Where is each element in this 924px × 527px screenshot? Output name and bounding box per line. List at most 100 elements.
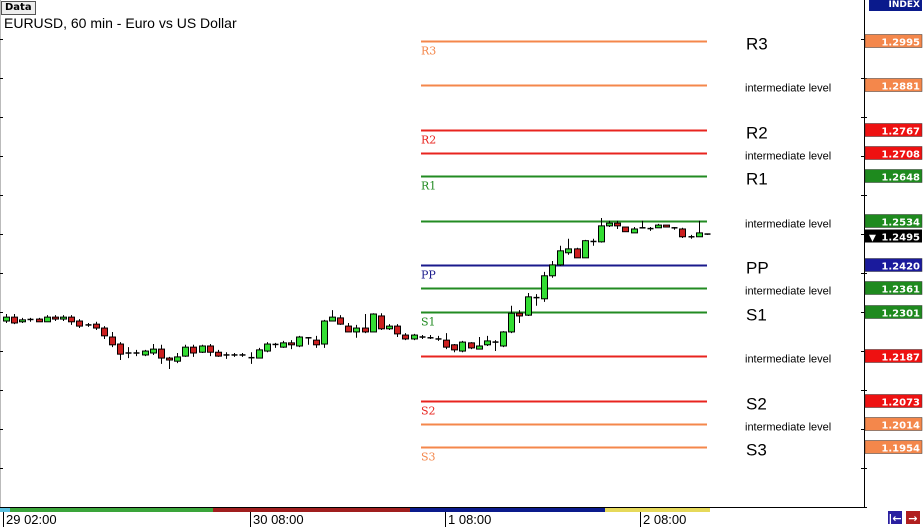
price-tag-text: 1.2648 — [881, 173, 920, 184]
price-tag: 1.2648 — [864, 169, 923, 184]
price-tag-bg — [864, 440, 923, 454]
pivot-left-label: S3 — [421, 451, 436, 464]
candle — [443, 333, 450, 350]
pivot-right-label: intermediate level — [745, 354, 831, 366]
candle — [60, 315, 67, 322]
price-tag-text: 1.2301 — [881, 309, 920, 320]
session-bar-segment — [213, 508, 410, 512]
price-tag-text: 1.2708 — [881, 150, 920, 161]
candle-body — [19, 319, 26, 323]
price-tag-text: 1.2187 — [881, 353, 920, 364]
candle-body — [280, 342, 287, 348]
candle — [109, 331, 116, 348]
price-tag-text: 1.1954 — [881, 444, 920, 455]
candle-body — [329, 316, 336, 322]
candle — [565, 238, 572, 255]
candle — [248, 352, 255, 364]
candle — [663, 224, 670, 228]
chart-title: EURUSD, 60 min - Euro vs US Dollar — [4, 15, 237, 31]
candle — [476, 337, 483, 350]
candle — [590, 238, 597, 246]
pivot-left-label: R1 — [421, 180, 436, 193]
candle — [288, 340, 295, 350]
candle-body — [443, 339, 450, 348]
price-tag: 1.2014 — [864, 417, 923, 432]
candle — [394, 324, 401, 338]
price-tag-bg — [864, 34, 923, 48]
candle — [631, 227, 638, 234]
price-tag-bg — [864, 123, 923, 137]
candle — [468, 342, 475, 350]
pivot-right-label: S3 — [746, 441, 767, 460]
price-tag-text: 1.2014 — [881, 421, 920, 432]
candle — [345, 322, 352, 333]
jump-to-start-icon[interactable]: |← — [887, 510, 903, 525]
candle — [329, 310, 336, 322]
pivot-right-label: R3 — [746, 35, 768, 54]
last-price-tag — [865, 229, 922, 243]
candle-body — [142, 350, 149, 356]
candle — [459, 340, 466, 353]
price-tag: 1.2420 — [864, 258, 923, 273]
candle — [321, 319, 328, 348]
candle-body — [508, 312, 515, 333]
candle — [239, 353, 246, 357]
candle-body — [60, 316, 67, 320]
session-bar-segment — [605, 508, 710, 512]
candle — [362, 314, 369, 334]
pivot-left-label: R2 — [421, 134, 436, 147]
last-price-marker-icon: ▼ — [869, 234, 876, 244]
pivot-right-label: intermediate level — [745, 422, 831, 434]
scroll-right-icon[interactable]: → — [905, 510, 921, 525]
index-button[interactable]: INDEX — [869, 0, 922, 11]
candle-body — [68, 316, 75, 323]
candle — [142, 349, 149, 357]
candle-body — [525, 296, 532, 316]
pivot-left-label: PP — [421, 269, 436, 282]
candle-body — [288, 342, 295, 346]
candle-body — [313, 339, 320, 346]
candle-body — [166, 357, 173, 361]
pivot-right-label: R1 — [746, 170, 768, 189]
candle — [541, 271, 548, 302]
candle-body — [541, 275, 548, 300]
candle — [484, 335, 491, 346]
candle — [557, 245, 564, 267]
session-bar-segment — [410, 508, 605, 512]
candle — [549, 260, 556, 278]
candle-body — [565, 248, 572, 254]
price-tag: 1.2995 — [864, 34, 923, 49]
candle — [182, 344, 189, 357]
candle — [704, 233, 711, 235]
candle-body — [52, 316, 59, 320]
data-button[interactable]: Data — [1, 1, 36, 15]
candle — [598, 218, 605, 243]
candle — [68, 315, 75, 325]
candle — [101, 326, 108, 339]
candle — [27, 317, 34, 322]
price-tag-bg — [864, 305, 923, 319]
candle — [492, 340, 499, 352]
candle — [378, 313, 385, 330]
candle-body — [117, 343, 124, 355]
candle — [264, 342, 271, 353]
candle — [435, 335, 442, 341]
candle — [85, 322, 92, 327]
candle — [215, 349, 222, 357]
candle-body — [386, 325, 393, 330]
candle — [533, 294, 540, 306]
price-tag: 1.2073 — [864, 394, 923, 409]
candle — [280, 340, 287, 348]
candle-body — [574, 248, 581, 259]
x-axis-label: 1 08:00 — [445, 512, 491, 527]
price-tag-bg — [864, 146, 923, 160]
price-tag: 1.2881 — [864, 78, 923, 93]
pivot-right-label: S1 — [746, 306, 767, 325]
candle — [125, 347, 132, 359]
candle-body — [394, 325, 401, 335]
candle — [166, 356, 173, 369]
candle-body — [215, 351, 222, 357]
last-price-text: 1.2495 — [881, 233, 920, 244]
candle-body — [557, 250, 564, 266]
